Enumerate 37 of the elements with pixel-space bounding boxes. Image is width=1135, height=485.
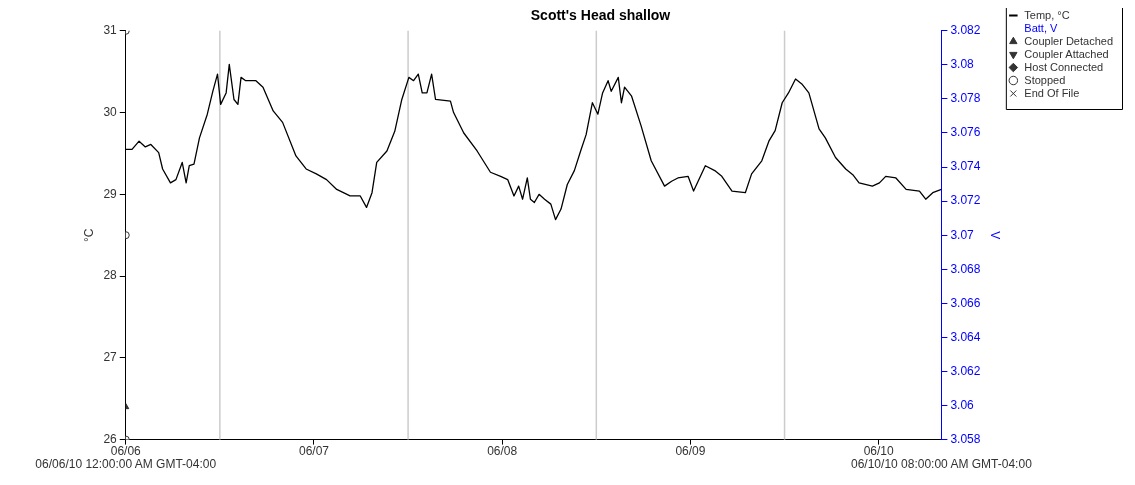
legend-label: Stopped [1024,73,1066,86]
y-tick-label: 29 [103,186,118,201]
y2-tick-label: 3.082 [950,23,981,38]
y-tick-label: 28 [103,268,118,283]
y2-tick-label: 3.07 [950,227,975,242]
legend-label: Coupler Attached [1024,47,1109,60]
y-axis-title: °C [81,228,96,242]
x-tick-label: 06/08 [487,444,518,459]
y2-tick-label: 3.058 [950,431,981,446]
x-tick-label: 06/07 [298,444,330,459]
chart-title: Scott's Head shallow [530,7,671,24]
legend-label: End Of File [1024,86,1080,99]
legend-label: Coupler Detached [1024,34,1114,47]
y2-tick-label: 3.078 [950,91,981,106]
legend-label: Temp, °C [1024,8,1070,21]
y2-tick-label: 3.074 [950,159,981,174]
x-tick-label: 06/10 [863,444,894,459]
y2-tick-label: 3.064 [950,329,981,344]
legend-label: Batt, V [1024,21,1059,34]
y2-tick-label: 3.08 [950,57,975,72]
y-tick-label: 30 [103,104,118,119]
y2-tick-label: 3.062 [950,363,981,378]
y-tick-label: 26 [103,431,118,446]
y2-tick-label: 3.06 [950,397,975,412]
y-tick-label: 31 [103,23,118,38]
y2-tick-label: 3.072 [950,193,981,208]
text: 06/06/10 12:00:00 AM GMT-04:00 [35,456,217,471]
y2-tick-label: 3.068 [950,261,981,276]
point [125,30,130,35]
text: 06/10/10 08:00:00 AM GMT-04:00 [851,456,1033,471]
legend-label: Host Connected [1024,60,1104,73]
y2-tick-label: 3.076 [950,125,981,140]
y-tick-label: 27 [103,350,118,365]
x-tick-label: 06/06 [110,444,142,459]
y2-axis-title: V [988,231,1003,240]
x-tick-label: 06/09 [675,444,706,459]
y2-tick-label: 3.066 [950,295,981,310]
